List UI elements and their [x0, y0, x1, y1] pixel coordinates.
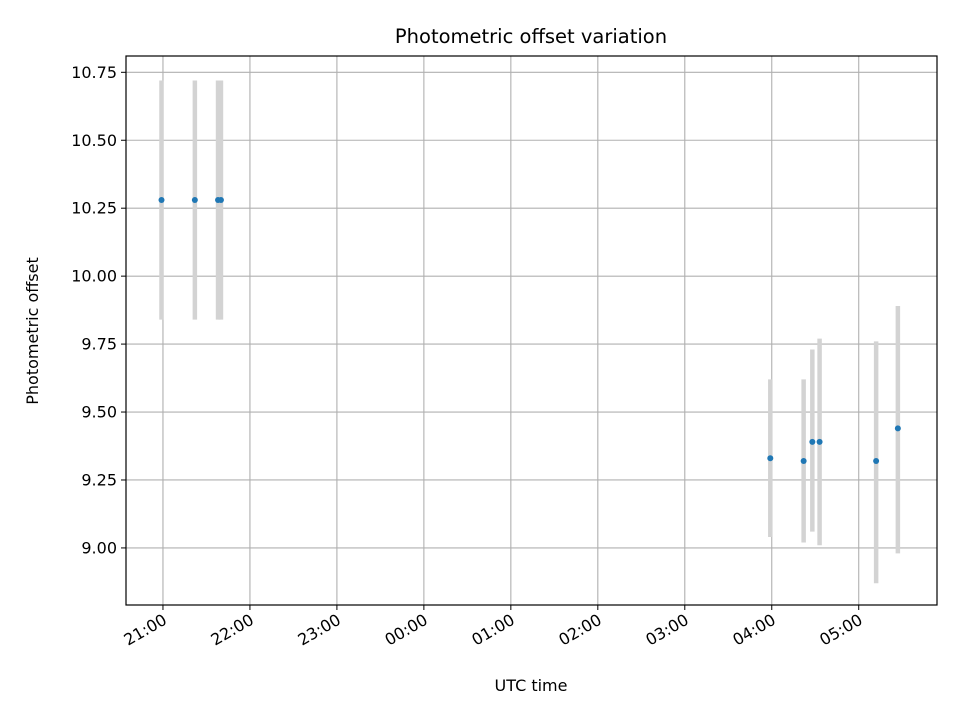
- data-point: [191, 197, 198, 204]
- data-point: [800, 457, 807, 464]
- data-point: [894, 425, 901, 432]
- x-axis-label: UTC time: [495, 676, 568, 695]
- data-points: [158, 197, 901, 464]
- y-tick-label: 10.00: [71, 267, 117, 286]
- plot-area-frame: [125, 55, 938, 606]
- data-point: [158, 197, 165, 204]
- y-tick-label: 10.50: [71, 131, 117, 150]
- y-tick-label: 9.50: [81, 403, 117, 422]
- data-point: [217, 197, 224, 204]
- data-point: [809, 438, 816, 445]
- data-point: [816, 438, 823, 445]
- data-point: [873, 457, 880, 464]
- y-tick-label: 9.00: [81, 538, 117, 557]
- y-tick-label: 9.75: [81, 335, 117, 354]
- y-axis: 9.00 9.25 9.50 9.75 10.00 10.25 10.50 10.75: [71, 63, 126, 557]
- y-tick-label: 9.25: [81, 470, 117, 489]
- chart-title: Photometric offset variation: [395, 25, 667, 48]
- data-point: [767, 455, 774, 462]
- y-axis-label: Photometric offset: [23, 257, 42, 405]
- y-tick-label: 10.75: [71, 63, 117, 82]
- y-tick-label: 10.25: [71, 199, 117, 218]
- grid: [126, 56, 937, 605]
